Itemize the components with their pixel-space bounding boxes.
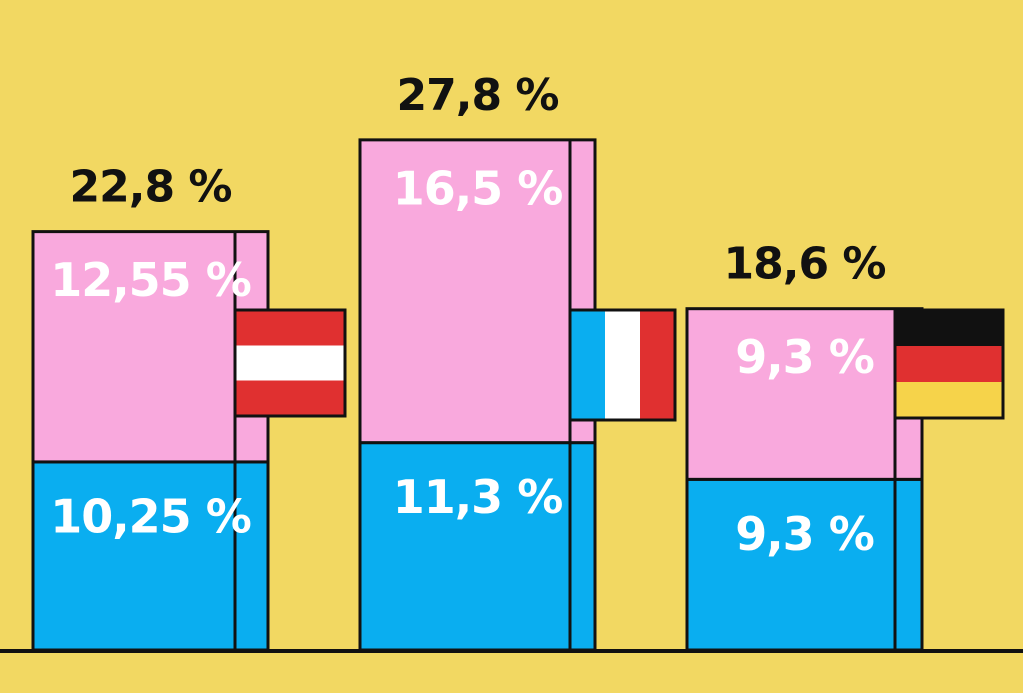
segment-label: 9,3 % bbox=[735, 330, 874, 384]
flags bbox=[233, 308, 1005, 422]
total-label: 27,8 % bbox=[397, 70, 559, 121]
flag-border bbox=[893, 308, 1005, 420]
segment-label: 10,25 % bbox=[50, 489, 251, 543]
segment-label: 12,55 % bbox=[50, 253, 251, 307]
bar-segment bbox=[685, 477, 924, 652]
flag-stripe bbox=[570, 310, 605, 420]
flag-stripe bbox=[640, 310, 675, 420]
flag-border bbox=[233, 308, 347, 418]
flag-stripe bbox=[236, 311, 344, 346]
segment-label: 16,5 % bbox=[393, 161, 563, 215]
flag-stripe bbox=[895, 382, 1003, 418]
total-label: 22,8 % bbox=[70, 162, 232, 213]
flag-stripe bbox=[236, 380, 344, 415]
bar-segment bbox=[685, 307, 924, 481]
flag-germany bbox=[895, 310, 1003, 346]
segment-label: 9,3 % bbox=[735, 507, 874, 561]
bars: 10,25 % 12,55 % 22,8 % 11,3 % 16,5 % 27,8 % 9,… bbox=[31, 70, 924, 652]
flag-border bbox=[568, 308, 677, 422]
bar-segment bbox=[358, 441, 597, 652]
segment-label: 11,3 % bbox=[393, 470, 563, 524]
total-label: 18,6 % bbox=[724, 239, 886, 290]
flag-stripe bbox=[895, 346, 1003, 382]
bar-segment bbox=[31, 460, 270, 652]
bar-segment bbox=[31, 230, 270, 464]
bar-segment bbox=[358, 138, 597, 445]
